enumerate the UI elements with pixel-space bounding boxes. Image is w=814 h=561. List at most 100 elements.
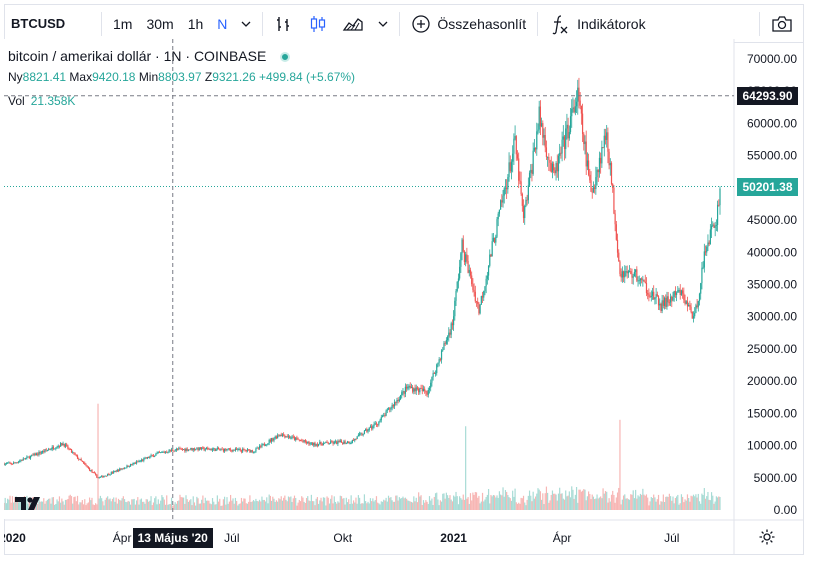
- volume-bar: [589, 493, 591, 510]
- volume-bar: [655, 501, 657, 510]
- candle-body: [285, 436, 287, 438]
- candle-body: [8, 462, 10, 464]
- candle-body: [695, 305, 697, 313]
- volume-bar: [547, 492, 549, 510]
- candle-body: [672, 296, 674, 301]
- time-axis[interactable]: 2020 Ápr Júl Okt 2021 Ápr Júl: [4, 530, 679, 545]
- volume-bar: [292, 498, 294, 510]
- candle-body: [673, 291, 675, 297]
- indicators-button[interactable]: Indikátorok: [542, 5, 652, 43]
- candle-body: [149, 456, 151, 458]
- volume-bar: [603, 493, 605, 510]
- interval-1m[interactable]: 1m: [113, 15, 133, 32]
- symbol-search[interactable]: BTCUSD: [11, 16, 66, 31]
- candle-body: [702, 267, 704, 269]
- volume-bar: [143, 501, 145, 510]
- candle-body: [639, 278, 642, 281]
- volume-bar: [410, 501, 413, 510]
- volume-bar: [205, 500, 208, 510]
- volume-bar: [256, 500, 258, 510]
- candle-body: [343, 441, 345, 445]
- volume-bar: [13, 502, 15, 510]
- candle-body: [61, 443, 63, 446]
- candle-body: [651, 291, 654, 296]
- volume-bar: [413, 496, 415, 510]
- volume-bar: [714, 501, 716, 510]
- candle-body: [184, 449, 186, 451]
- volume-bar: [107, 496, 109, 510]
- toolbar-divider: [399, 11, 401, 36]
- y-tick-label: 30000.00: [747, 310, 797, 324]
- candle-body: [74, 453, 76, 455]
- candle-body: [389, 408, 391, 410]
- candle-body: [503, 188, 505, 196]
- candle-body: [422, 388, 425, 392]
- volume-bar: [60, 502, 62, 510]
- candle-body: [193, 448, 196, 451]
- candle-body: [455, 290, 457, 301]
- fx-icon: [552, 14, 568, 34]
- candle-body: [289, 436, 291, 439]
- volume-bar: [179, 494, 181, 510]
- y-tick-label: 70000.00: [747, 52, 797, 66]
- candle-body: [522, 205, 525, 219]
- volume-bar: [84, 499, 86, 510]
- candle-body: [433, 373, 435, 374]
- volume-bar: [87, 502, 89, 510]
- interval-30m[interactable]: 30m: [146, 15, 174, 32]
- compare-button[interactable]: Összehasonlít: [404, 5, 533, 43]
- candle-body: [569, 116, 572, 133]
- candle-body: [421, 388, 423, 392]
- area-style-icon[interactable]: [335, 5, 371, 43]
- candle-body: [197, 448, 199, 451]
- candle-body: [230, 449, 232, 451]
- candle-body: [64, 444, 67, 447]
- candle-body: [662, 300, 664, 306]
- candle-body: [137, 461, 139, 463]
- candle-body: [600, 157, 602, 164]
- volume-bar: [46, 499, 48, 510]
- volume-bar: [456, 496, 458, 510]
- candle-style-icon[interactable]: [301, 5, 335, 43]
- candle-body: [483, 291, 485, 298]
- chevron-down-icon[interactable]: [234, 5, 258, 43]
- volume-bar: [17, 502, 20, 510]
- price-chart[interactable]: 70000.0065000.0060000.0055000.0050000.00…: [4, 39, 808, 555]
- volume-bar: [322, 497, 325, 510]
- price-axis[interactable]: 70000.0065000.0060000.0055000.0050000.00…: [747, 52, 797, 517]
- volume-bar: [270, 500, 273, 510]
- volume-bar: [230, 494, 232, 510]
- volume-bar: [690, 495, 692, 510]
- candle-body: [690, 306, 692, 312]
- volume-bar: [146, 499, 149, 510]
- candle-body: [516, 154, 519, 159]
- candle-body: [686, 301, 689, 307]
- volume-bar: [579, 489, 581, 510]
- candle-body: [404, 386, 406, 394]
- candle-body: [379, 420, 381, 422]
- candle-body: [371, 426, 373, 429]
- candle-body: [283, 434, 285, 436]
- bar-style-icon[interactable]: [267, 5, 301, 43]
- candle-body: [542, 123, 544, 138]
- volume-bar: [432, 504, 434, 510]
- volume-bar: [510, 500, 513, 510]
- candle-body: [181, 448, 183, 450]
- chevron-down-icon[interactable]: [371, 5, 395, 43]
- candle-body: [163, 452, 165, 453]
- volume-bar: [633, 498, 636, 510]
- gear-icon[interactable]: [758, 528, 776, 551]
- tradingview-logo-icon[interactable]: [13, 493, 45, 515]
- volume-bar: [391, 500, 393, 510]
- candle-body: [414, 388, 416, 392]
- volume-bar: [10, 502, 12, 510]
- candle-body: [37, 453, 39, 455]
- interval-1h[interactable]: 1h: [187, 15, 204, 32]
- volume-bar: [255, 498, 257, 510]
- volume-bar: [676, 496, 678, 510]
- candle-body: [7, 463, 9, 464]
- camera-icon[interactable]: [764, 5, 803, 43]
- candle-body: [444, 343, 446, 345]
- volume-bar: [648, 505, 650, 510]
- interval-1d[interactable]: N: [217, 15, 228, 32]
